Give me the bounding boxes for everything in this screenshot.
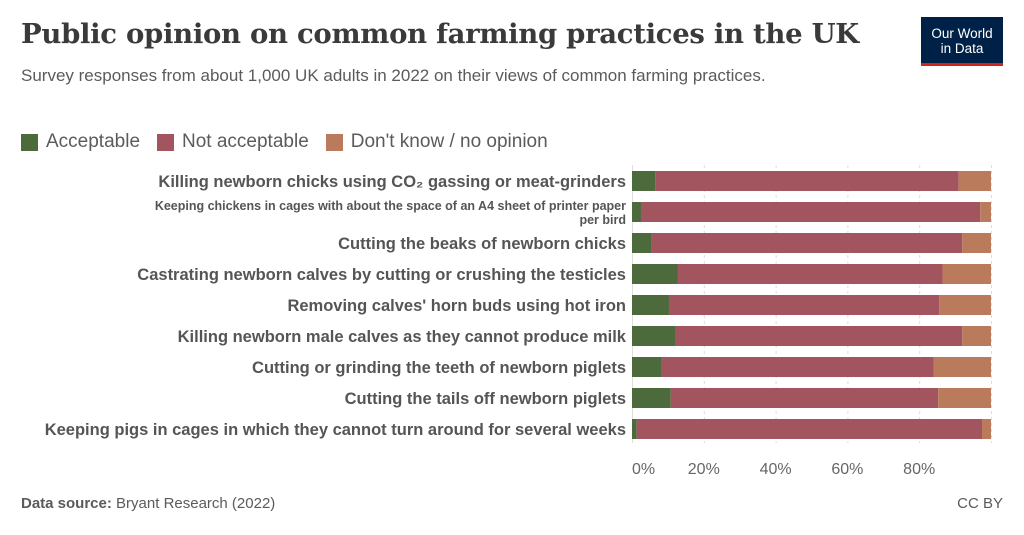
bar-segment-acceptable-4[interactable] — [632, 295, 669, 315]
legend-item-dont-know[interactable]: Don't know / no opinion — [325, 131, 548, 153]
legend-item-acceptable[interactable]: Acceptable — [21, 131, 140, 153]
bar-segment-acceptable-2[interactable] — [632, 233, 652, 253]
bar-segment-not-acceptable-4[interactable] — [668, 295, 940, 315]
x-tick-label: 20% — [688, 461, 720, 478]
category-label: Removing calves' horn buds using hot iro… — [287, 297, 626, 315]
x-tick-label: 60% — [831, 461, 863, 478]
bar-segment-not-acceptable-5[interactable] — [675, 326, 963, 346]
owid-logo[interactable]: Our World in Data — [921, 17, 1003, 66]
bar-segment-not-acceptable-0[interactable] — [655, 171, 959, 191]
bar-segment-don-t-know-no-opinion-8[interactable] — [982, 419, 991, 439]
legend-item-not-acceptable[interactable]: Not acceptable — [157, 131, 309, 153]
bar-segment-don-t-know-no-opinion-3[interactable] — [942, 264, 991, 284]
legend-label-acceptable: Acceptable — [46, 131, 141, 152]
category-label: Keeping pigs in cages in which they cann… — [45, 421, 626, 439]
bar-segment-not-acceptable-7[interactable] — [670, 388, 939, 408]
bar-segment-don-t-know-no-opinion-4[interactable] — [939, 295, 991, 315]
bar-segment-not-acceptable-1[interactable] — [640, 202, 981, 222]
legend-label-dont-know: Don't know / no opinion — [350, 131, 548, 152]
bar-segment-don-t-know-no-opinion-2[interactable] — [962, 233, 991, 253]
bar-segment-not-acceptable-8[interactable] — [636, 419, 983, 439]
category-label: Killing newborn male calves as they cann… — [178, 328, 627, 346]
x-tick-label: 0% — [632, 461, 655, 478]
data-source-text: Bryant Research (2022) — [116, 495, 276, 512]
category-label: Keeping chickens in cages with about the… — [155, 199, 626, 227]
bar-segment-not-acceptable-3[interactable] — [677, 264, 943, 284]
bar-segment-don-t-know-no-opinion-6[interactable] — [933, 357, 991, 377]
legend-swatch-acceptable — [21, 133, 38, 151]
bar-segment-acceptable-7[interactable] — [632, 388, 671, 408]
legend: Acceptable Not acceptable Don't know / n… — [21, 131, 565, 153]
x-tick-label: 80% — [903, 461, 935, 478]
bar-segment-not-acceptable-6[interactable] — [661, 357, 934, 377]
category-label: Killing newborn chicks using CO₂ gassing… — [158, 173, 626, 191]
chart-subtitle: Survey responses from about 1,000 UK adu… — [21, 66, 766, 85]
bar-segment-acceptable-1[interactable] — [632, 202, 641, 222]
logo-line-1: Our World — [931, 26, 993, 41]
bar-segment-acceptable-6[interactable] — [632, 357, 662, 377]
license[interactable]: CC BY — [957, 495, 1003, 512]
bar-segment-acceptable-8[interactable] — [632, 419, 637, 439]
bar-segment-not-acceptable-2[interactable] — [651, 233, 963, 253]
bar-segment-don-t-know-no-opinion-0[interactable] — [958, 171, 991, 191]
category-label: Cutting the tails off newborn piglets — [345, 390, 626, 408]
legend-label-not-acceptable: Not acceptable — [182, 131, 309, 152]
category-label: Castrating newborn calves by cutting or … — [137, 266, 626, 284]
bar-segment-acceptable-5[interactable] — [632, 326, 676, 346]
bar-segment-don-t-know-no-opinion-7[interactable] — [938, 388, 991, 408]
chart-title: Public opinion on common farming practic… — [21, 18, 859, 50]
legend-swatch-dont-know — [325, 133, 343, 151]
x-tick-label: 40% — [760, 461, 792, 478]
category-label: Cutting the beaks of newborn chicks — [338, 235, 626, 253]
logo-accent-bar — [921, 63, 1003, 66]
data-source-label: Data source: — [21, 495, 112, 512]
logo-line-2: in Data — [940, 41, 984, 56]
legend-swatch-not-acceptable — [157, 133, 175, 151]
category-label: Cutting or grinding the teeth of newborn… — [252, 359, 626, 377]
bar-segment-acceptable-0[interactable] — [632, 171, 656, 191]
bar-segment-don-t-know-no-opinion-5[interactable] — [962, 326, 991, 346]
data-source: Data source: Bryant Research (2022) — [21, 495, 275, 512]
bar-segment-don-t-know-no-opinion-1[interactable] — [980, 202, 991, 222]
bar-segment-acceptable-3[interactable] — [632, 264, 678, 284]
